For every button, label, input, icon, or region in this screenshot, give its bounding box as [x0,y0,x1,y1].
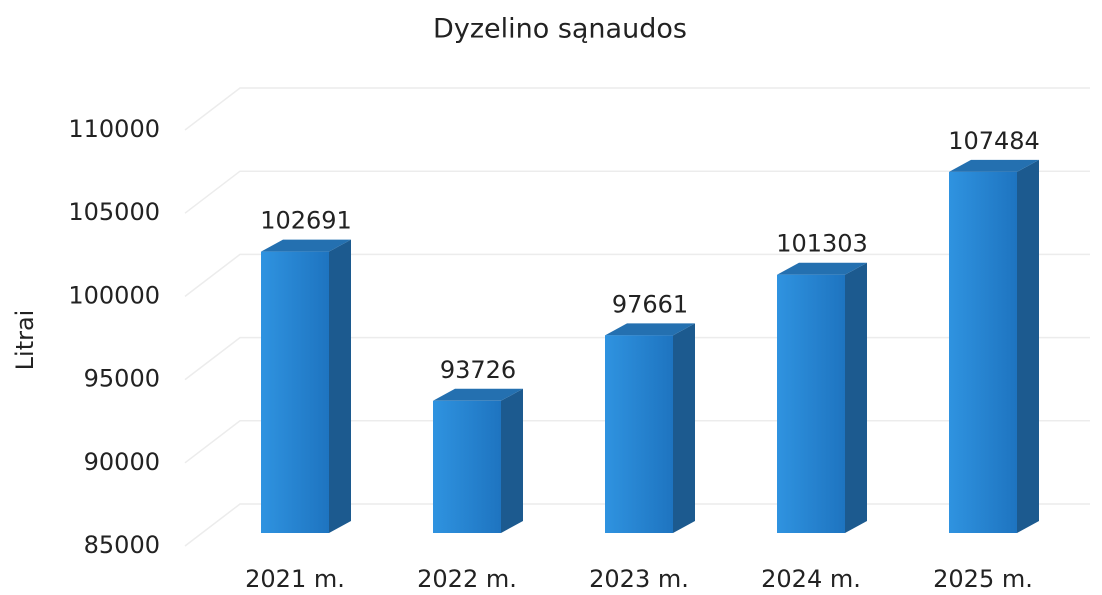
bar [433,400,501,533]
x-tick-label: 2025 m. [933,565,1033,593]
data-label: 93726 [440,356,516,384]
bar-side [501,388,523,533]
bar [605,335,673,533]
y-tick-label: 90000 [84,448,160,476]
bar-top [261,239,351,252]
bar-top [605,323,695,336]
y-tick-label: 85000 [84,531,160,559]
bar-side [673,323,695,533]
chart-title: Dyzelino sąnaudos [433,14,687,45]
grid-line [184,87,1090,131]
grid-line [184,253,1090,297]
x-tick-label: 2023 m. [589,565,689,593]
data-label: 102691 [260,207,352,235]
bar [949,171,1017,533]
y-tick-label: 100000 [68,281,160,309]
y-tick-label: 95000 [84,365,160,393]
bar [261,251,329,533]
bar-side [845,262,867,533]
x-tick-label: 2021 m. [245,565,345,593]
data-label: 97661 [612,290,688,318]
bar-top [433,388,523,401]
grid-line [184,170,1090,214]
bar-side [329,239,351,533]
y-tick-label: 105000 [68,198,160,226]
data-label: 101303 [776,230,868,258]
y-tick-label: 110000 [68,115,160,143]
bar-top [777,262,867,275]
y-axis-label: Litrai [11,310,39,371]
bar-top [949,159,1039,172]
bar [777,274,845,533]
bar-side [1017,159,1039,533]
x-tick-label: 2024 m. [761,565,861,593]
x-tick-label: 2022 m. [417,565,517,593]
data-label: 107484 [948,127,1040,155]
